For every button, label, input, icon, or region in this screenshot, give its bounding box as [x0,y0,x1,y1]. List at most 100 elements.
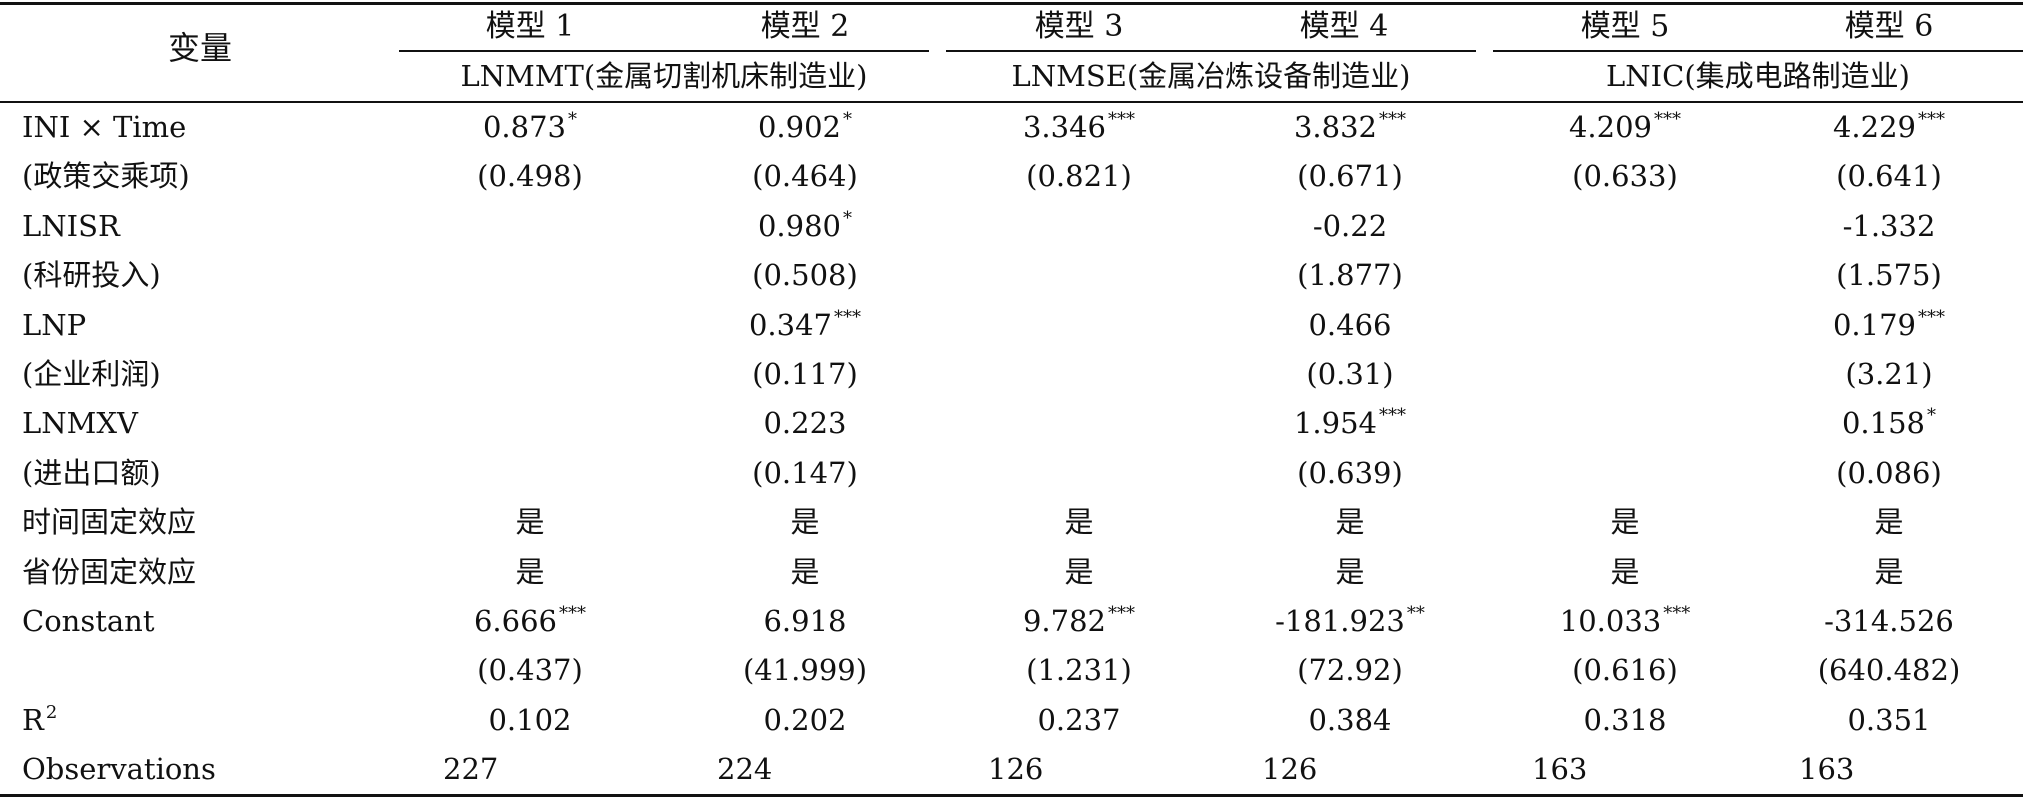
table-cell: 是 [1495,548,1755,597]
model-4-header: 模型 4 [1299,9,1389,44]
table-cell: 163 [1799,745,1999,794]
cell-value: (0.31) [1306,357,1394,391]
table-cell: 是 [1759,498,2019,547]
table-cell: (0.639) [1220,449,1480,498]
table-cell: (41.999) [675,646,935,695]
cell-value: -181.923 [1275,604,1405,638]
table-cell: 0.179 *** [1759,301,2019,350]
cell-value: 0.158 [1841,406,1926,441]
table-cell: (0.437) [400,646,660,695]
table-cell: 3.832 *** [1220,103,1480,152]
significance-marker: *** [834,306,862,328]
group-header-1: LNMMT(金属切割机床制造业) [460,59,868,93]
row-label-text: Observations [22,752,216,787]
row-label-text: (科研投入) [22,258,161,293]
table-cell: (0.508) [675,251,935,300]
model-2-header: 模型 2 [760,9,850,44]
table-cell: 是 [949,498,1209,547]
table-cell: (0.464) [675,152,935,201]
cell-value: 10.033 [1559,604,1662,638]
row-label: INI × Time [22,103,342,152]
cell-value: 0.237 [1037,702,1121,737]
cell-value: (0.821) [1026,159,1132,194]
cell-value: 是 [1064,505,1094,540]
table-cell: 9.782 *** [949,597,1209,646]
cell-value: 126 [1262,752,1318,787]
table-cell: (640.482) [1759,646,2019,695]
row-label-text: LNMXV [22,406,138,441]
row-label: (科研投入) [22,251,342,300]
model-3-header: 模型 3 [1034,9,1124,44]
table-cell: -1.332 [1759,202,2019,251]
cell-value: (0.616) [1572,653,1678,688]
table-cell: 227 [443,745,643,794]
cell-value: 126 [988,752,1044,787]
cell-value: 6.918 [763,604,847,638]
cell-value: (0.633) [1572,159,1678,194]
cell-value: -0.22 [1312,208,1388,243]
table-cell: 是 [1220,548,1480,597]
row-label-superscript: 2 [45,701,58,723]
row-label: (企业利润) [22,350,342,399]
significance-marker: * [843,109,853,130]
cell-value: (41.999) [742,653,868,688]
table-cell: 0.902 * [675,103,935,152]
cell-value: 227 [443,752,499,787]
table-cell: (72.92) [1220,646,1480,695]
table-cell: 是 [675,498,935,547]
table-cell: -0.22 [1220,202,1480,251]
cell-value: (0.641) [1836,159,1942,194]
cell-value: (0.508) [752,258,858,293]
significance-marker: * [843,207,853,229]
cell-value: (640.482) [1817,653,1961,688]
table-cell: 是 [1495,498,1755,547]
cell-value: 0.179 [1832,307,1917,342]
row-label-text: 时间固定效应 [22,505,197,540]
cell-value: 4.209 [1568,110,1653,144]
table-cell: (1.877) [1220,251,1480,300]
cell-value: 163 [1532,752,1588,787]
cell-value: 是 [1064,554,1094,589]
table-cell: (0.498) [400,152,660,201]
cell-value: 是 [515,554,545,589]
cell-value: (0.671) [1297,159,1403,194]
row-label-text: R [22,702,44,737]
cell-value: 0.902 [757,110,842,144]
cell-value: 9.782 [1022,604,1107,638]
table-cell: 6.918 [675,597,935,646]
table-cell: 是 [949,548,1209,597]
row-label-text: LNISR [22,208,120,243]
significance-marker: *** [1379,405,1407,427]
cell-value: (0.437) [477,653,583,688]
row-label [22,646,342,695]
group-header-3: LNIC(集成电路制造业) [1606,59,1910,93]
significance-marker: * [568,109,578,130]
table-cell: 0.223 [675,399,935,448]
cell-value: (0.117) [752,357,858,391]
row-label: (政策交乘项) [22,152,342,201]
significance-marker: *** [1654,109,1682,130]
cell-value: (0.147) [752,455,858,490]
table-cell: (1.575) [1759,251,2019,300]
table-cell: 163 [1532,745,1732,794]
cell-value: 是 [1610,554,1640,589]
table-cell: (0.31) [1220,350,1480,399]
table-cell: 3.346 *** [949,103,1209,152]
table-cell: 0.347 *** [675,301,935,350]
table-cell: 0.351 [1759,696,2019,745]
cell-value: 6.666 [473,604,558,638]
cell-value: 0.466 [1308,307,1392,342]
row-label-text: Constant [22,604,155,638]
top-rule [0,2,2023,5]
table-cell: 0.466 [1220,301,1480,350]
table-cell: 0.237 [949,696,1209,745]
cell-value: (0.498) [477,159,583,194]
table-cell: 是 [400,498,660,547]
table-cell: (0.147) [675,449,935,498]
cell-value: 是 [1610,505,1640,540]
table-cell: (1.231) [949,646,1209,695]
cell-value: 1.954 [1293,406,1378,441]
table-cell: 是 [675,548,935,597]
